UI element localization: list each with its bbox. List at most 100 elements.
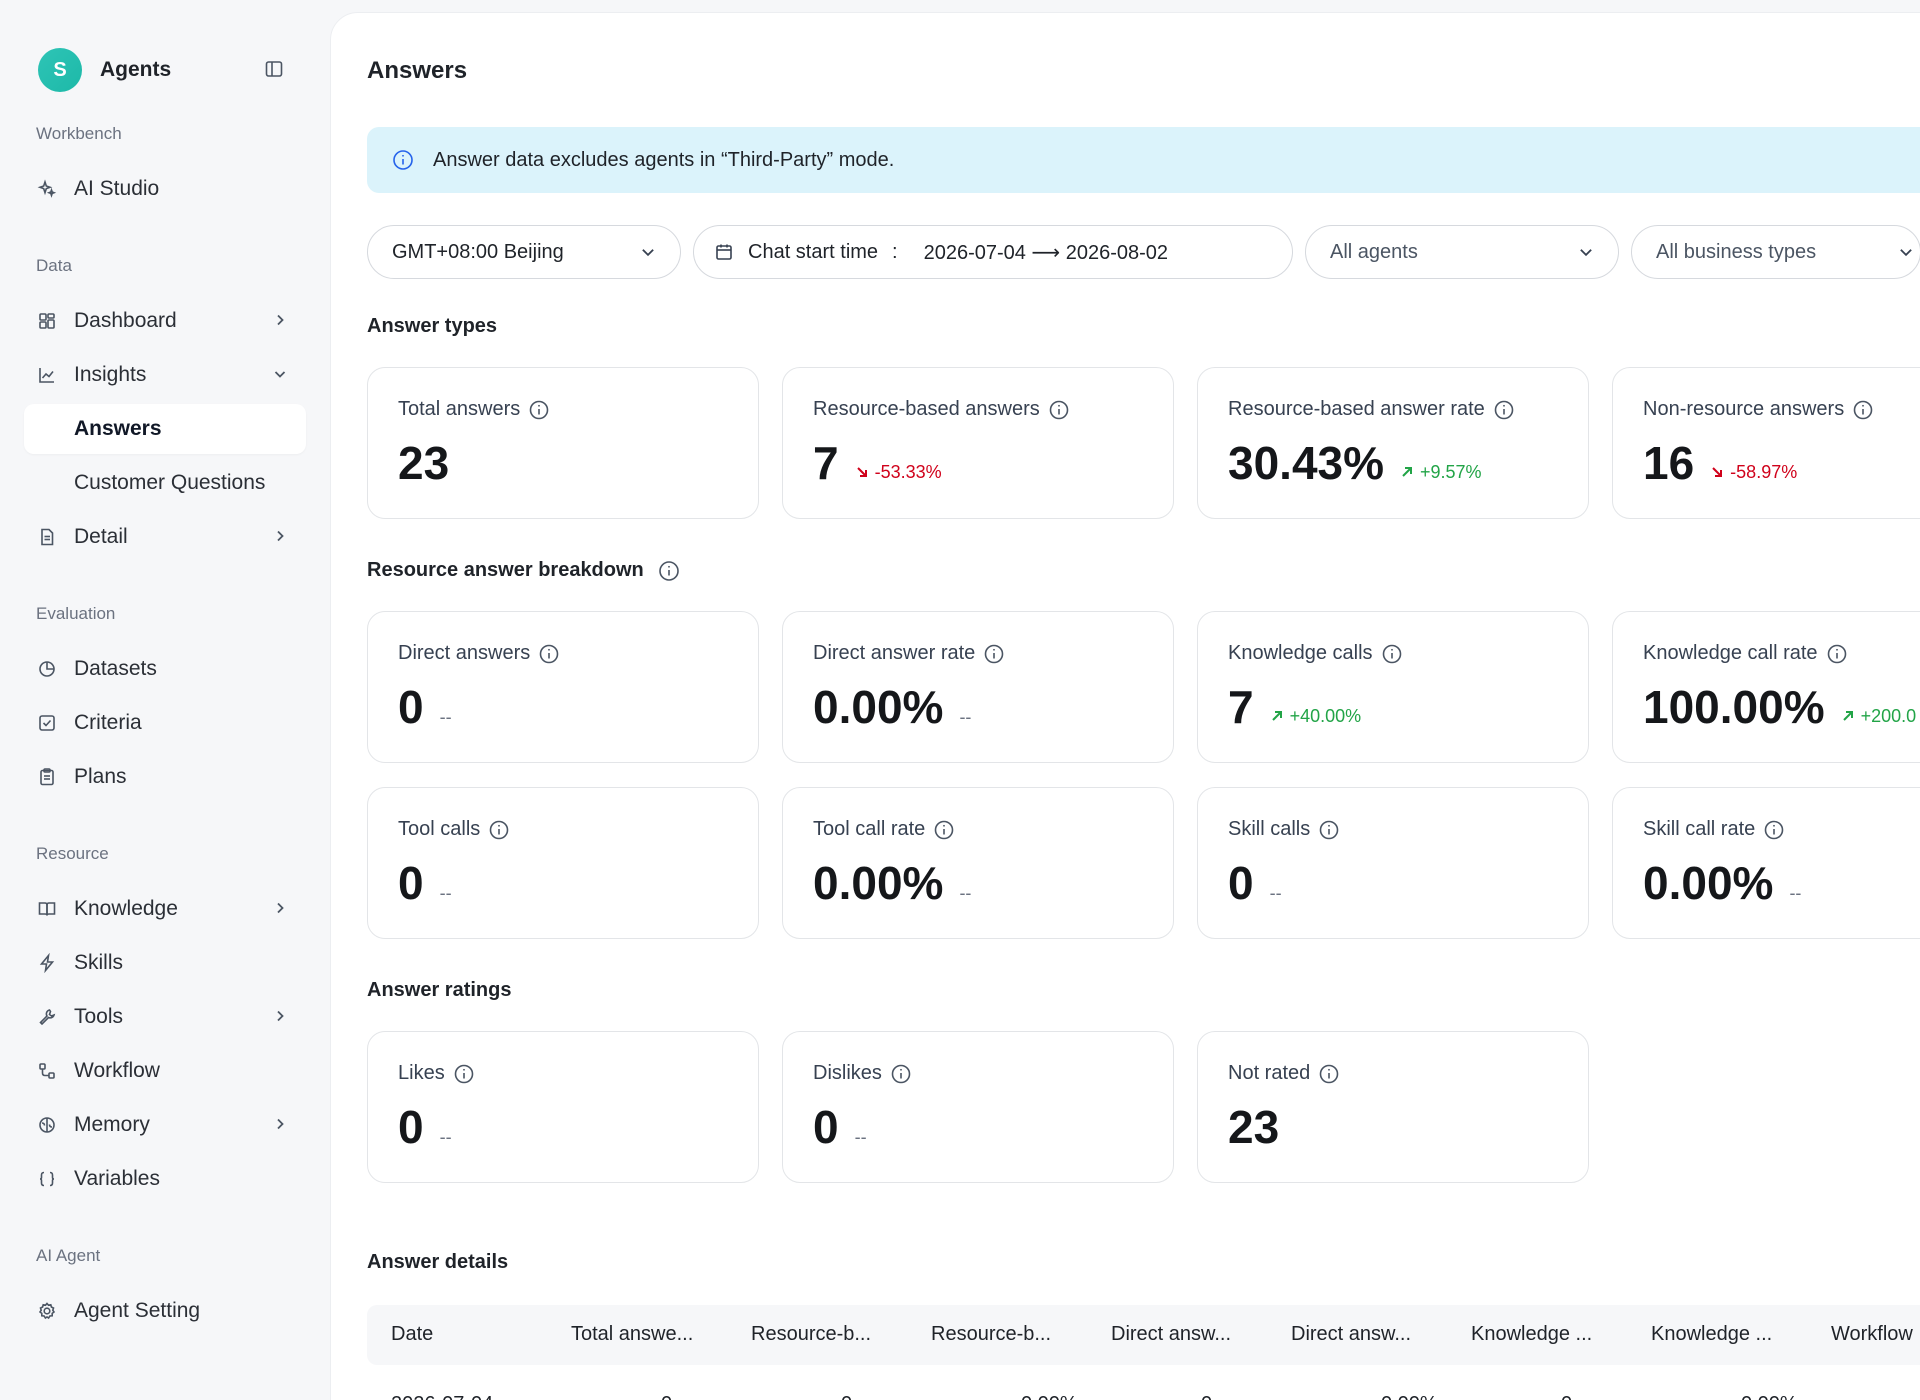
table-cell: 0.00% bbox=[1381, 1393, 1438, 1400]
info-icon[interactable] bbox=[1763, 819, 1785, 841]
metric-card-total-answers: Total answers 23 bbox=[367, 367, 759, 519]
column-header[interactable]: Direct answ... bbox=[1291, 1323, 1412, 1345]
info-icon[interactable] bbox=[933, 819, 955, 841]
column-header[interactable]: Date bbox=[391, 1323, 434, 1345]
sidebar-item-memory[interactable]: Memory bbox=[24, 1100, 306, 1150]
sidebar-item-label: Insights bbox=[74, 363, 147, 386]
sidebar-item-tools[interactable]: Tools bbox=[24, 992, 306, 1042]
metric-delta: -- bbox=[855, 1127, 867, 1148]
column-header[interactable]: Resource-b... bbox=[931, 1323, 1052, 1345]
timezone-value: GMT+08:00 Beijing bbox=[392, 240, 564, 263]
timezone-select[interactable]: GMT+08:00 Beijing bbox=[367, 225, 681, 279]
sidebar-item-datasets[interactable]: Datasets bbox=[24, 644, 306, 694]
metric-delta-text: -58.97% bbox=[1730, 461, 1798, 482]
chevron-right-icon bbox=[270, 898, 290, 918]
section-title-ratings: Answer ratings bbox=[367, 979, 511, 1002]
sidebar-item-dashboard[interactable]: Dashboard bbox=[24, 296, 306, 346]
info-icon[interactable] bbox=[528, 399, 550, 421]
info-icon[interactable] bbox=[1381, 643, 1403, 665]
sidebar-item-knowledge[interactable]: Knowledge bbox=[24, 884, 306, 934]
metric-delta-text: -- bbox=[1789, 883, 1802, 903]
metric-title: Knowledge calls bbox=[1228, 642, 1403, 665]
info-icon[interactable] bbox=[538, 643, 560, 665]
metric-delta-text: -- bbox=[854, 1127, 867, 1147]
section-label-data: Data bbox=[36, 256, 72, 275]
info-icon[interactable] bbox=[453, 1063, 475, 1085]
metric-value-row: 100.00% +200.0 bbox=[1643, 680, 1916, 734]
info-icon[interactable] bbox=[488, 819, 510, 841]
metric-title-text: Likes bbox=[398, 1062, 445, 1084]
metric-title: Not rated bbox=[1228, 1062, 1340, 1085]
metric-value-row: 0.00% -- bbox=[1643, 856, 1801, 910]
metric-delta: -58.97% bbox=[1710, 462, 1797, 483]
clipboard-icon bbox=[36, 766, 58, 788]
sidebar-item-label: Workflow bbox=[74, 1059, 160, 1082]
section-label-workbench: Workbench bbox=[36, 124, 122, 143]
metric-card-resource-based-answer-rate: Resource-based answer rate 30.43% +9.57% bbox=[1197, 367, 1589, 519]
metric-title: Dislikes bbox=[813, 1062, 912, 1085]
info-icon[interactable] bbox=[983, 643, 1005, 665]
column-header[interactable]: Knowledge ... bbox=[1471, 1323, 1593, 1345]
sidebar-item-agent-setting[interactable]: Agent Setting bbox=[24, 1286, 306, 1336]
metric-title-text: Non-resource answers bbox=[1643, 398, 1845, 420]
sidebar-item-answers[interactable]: Answers bbox=[24, 404, 306, 454]
date-range-picker[interactable]: Chat start time : 2026-07-04 ⟶ 2026-08-0… bbox=[693, 225, 1293, 279]
metric-title: Non-resource answers bbox=[1643, 398, 1874, 421]
sidebar-item-ai-studio[interactable]: AI Studio bbox=[24, 164, 306, 214]
column-header[interactable]: Direct answ... bbox=[1111, 1323, 1232, 1345]
info-icon[interactable] bbox=[1318, 819, 1340, 841]
metric-card-knowledge-call-rate: Knowledge call rate 100.00% +200.0 bbox=[1612, 611, 1920, 763]
metric-title: Tool call rate bbox=[813, 818, 955, 841]
sidebar-item-variables[interactable]: Variables bbox=[24, 1154, 306, 1204]
sidebar-toggle-icon[interactable] bbox=[262, 57, 286, 81]
info-icon[interactable] bbox=[658, 560, 680, 582]
sidebar-item-plans[interactable]: Plans bbox=[24, 752, 306, 802]
date-range-label: Chat start time bbox=[748, 240, 879, 263]
metric-card-non-resource-answers: Non-resource answers 16 -58.97% bbox=[1612, 367, 1920, 519]
chevron-right-icon bbox=[270, 310, 290, 330]
sidebar-item-criteria[interactable]: Criteria bbox=[24, 698, 306, 748]
sidebar: S Agents Workbench AI Studio Data Dashbo… bbox=[0, 0, 330, 1400]
section-title-text: Answer types bbox=[367, 315, 498, 337]
sidebar-item-skills[interactable]: Skills bbox=[24, 938, 306, 988]
metric-title: Skill call rate bbox=[1643, 818, 1785, 841]
braces-icon bbox=[36, 1168, 58, 1190]
sidebar-item-label: Agent Setting bbox=[74, 1299, 201, 1322]
sidebar-item-label: Datasets bbox=[74, 657, 157, 680]
metric-title: Total answers bbox=[398, 398, 550, 421]
sidebar-item-customer-questions[interactable]: Customer Questions bbox=[24, 458, 306, 508]
business-types-select[interactable]: All business types bbox=[1631, 225, 1920, 279]
info-icon[interactable] bbox=[1826, 643, 1848, 665]
column-header[interactable]: Total answe... bbox=[571, 1323, 694, 1345]
info-icon[interactable] bbox=[1493, 399, 1515, 421]
metric-card-skill-call-rate: Skill call rate 0.00% -- bbox=[1612, 787, 1920, 939]
sidebar-item-workflow[interactable]: Workflow bbox=[24, 1046, 306, 1096]
wrench-icon bbox=[36, 1006, 58, 1028]
info-icon[interactable] bbox=[1852, 399, 1874, 421]
sidebar-item-detail[interactable]: Detail bbox=[24, 512, 306, 562]
agents-select[interactable]: All agents bbox=[1305, 225, 1619, 279]
info-icon[interactable] bbox=[890, 1063, 912, 1085]
sidebar-item-label: Criteria bbox=[74, 711, 142, 734]
brand[interactable]: S Agents bbox=[38, 48, 171, 92]
trend-up-icon bbox=[1270, 709, 1290, 723]
metric-delta-text: -- bbox=[1269, 883, 1282, 903]
info-icon[interactable] bbox=[1318, 1063, 1340, 1085]
column-header[interactable]: Knowledge ... bbox=[1651, 1323, 1773, 1345]
main-panel: Answers Answer data excludes agents in “… bbox=[330, 12, 1920, 1400]
dashboard-icon bbox=[36, 310, 58, 332]
metric-title-text: Skill calls bbox=[1228, 818, 1311, 840]
metric-title-text: Dislikes bbox=[813, 1062, 882, 1084]
table-cell: 0.00% bbox=[1741, 1393, 1798, 1400]
metric-card-not-rated: Not rated 23 bbox=[1197, 1031, 1589, 1183]
sidebar-item-insights[interactable]: Insights bbox=[24, 350, 306, 400]
info-icon[interactable] bbox=[1048, 399, 1070, 421]
section-title-breakdown: Resource answer breakdown bbox=[367, 559, 680, 582]
metric-value-row: 23 bbox=[398, 436, 449, 490]
metric-card-knowledge-calls: Knowledge calls 7 +40.00% bbox=[1197, 611, 1589, 763]
sidebar-item-label: Answers bbox=[74, 417, 162, 440]
metric-value: 30.43% bbox=[1228, 437, 1385, 489]
trend-up-icon bbox=[1400, 465, 1420, 479]
column-header[interactable]: Resource-b... bbox=[751, 1323, 872, 1345]
column-header[interactable]: Workflow bbox=[1831, 1323, 1913, 1345]
